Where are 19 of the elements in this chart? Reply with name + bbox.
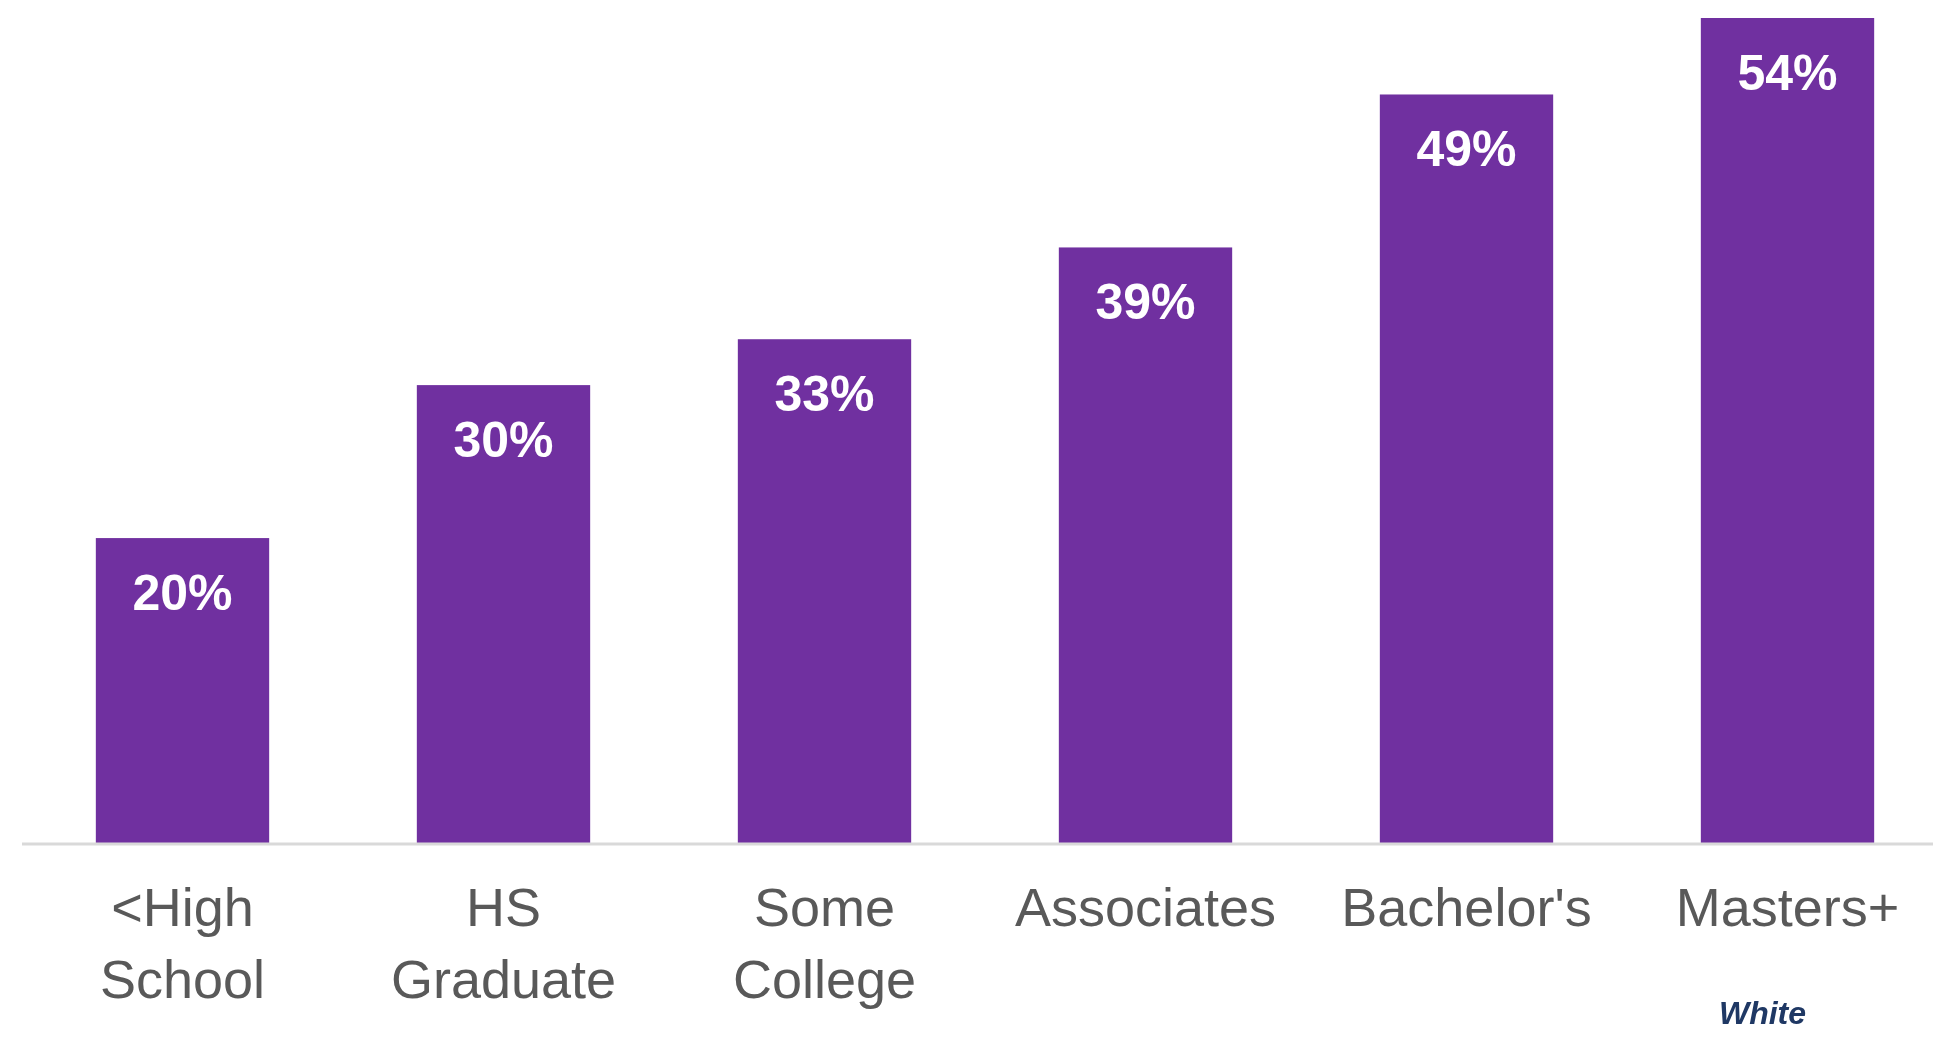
x-tick-label: Some College <box>732 877 917 1009</box>
x-tick-label: Associates <box>1014 877 1277 937</box>
x-tick-label: Masters+ <box>1675 877 1900 937</box>
data-label: 49% <box>1416 121 1517 178</box>
bar <box>737 339 912 844</box>
data-label: 39% <box>1095 274 1196 331</box>
bar <box>95 538 270 844</box>
data-label: 54% <box>1737 45 1838 101</box>
bar <box>1700 18 1875 844</box>
bar <box>1058 247 1233 844</box>
data-label: 30% <box>453 412 554 469</box>
x-tick-label: HS Graduate <box>390 877 617 1009</box>
text: White <box>1718 995 1807 1031</box>
data-label: 33% <box>774 366 875 423</box>
bar <box>1379 94 1554 844</box>
bar <box>416 385 591 844</box>
x-tick-label: Bachelor's <box>1341 877 1592 937</box>
data-label: 20% <box>132 565 233 622</box>
x-tick-label: <High School <box>99 877 266 1009</box>
